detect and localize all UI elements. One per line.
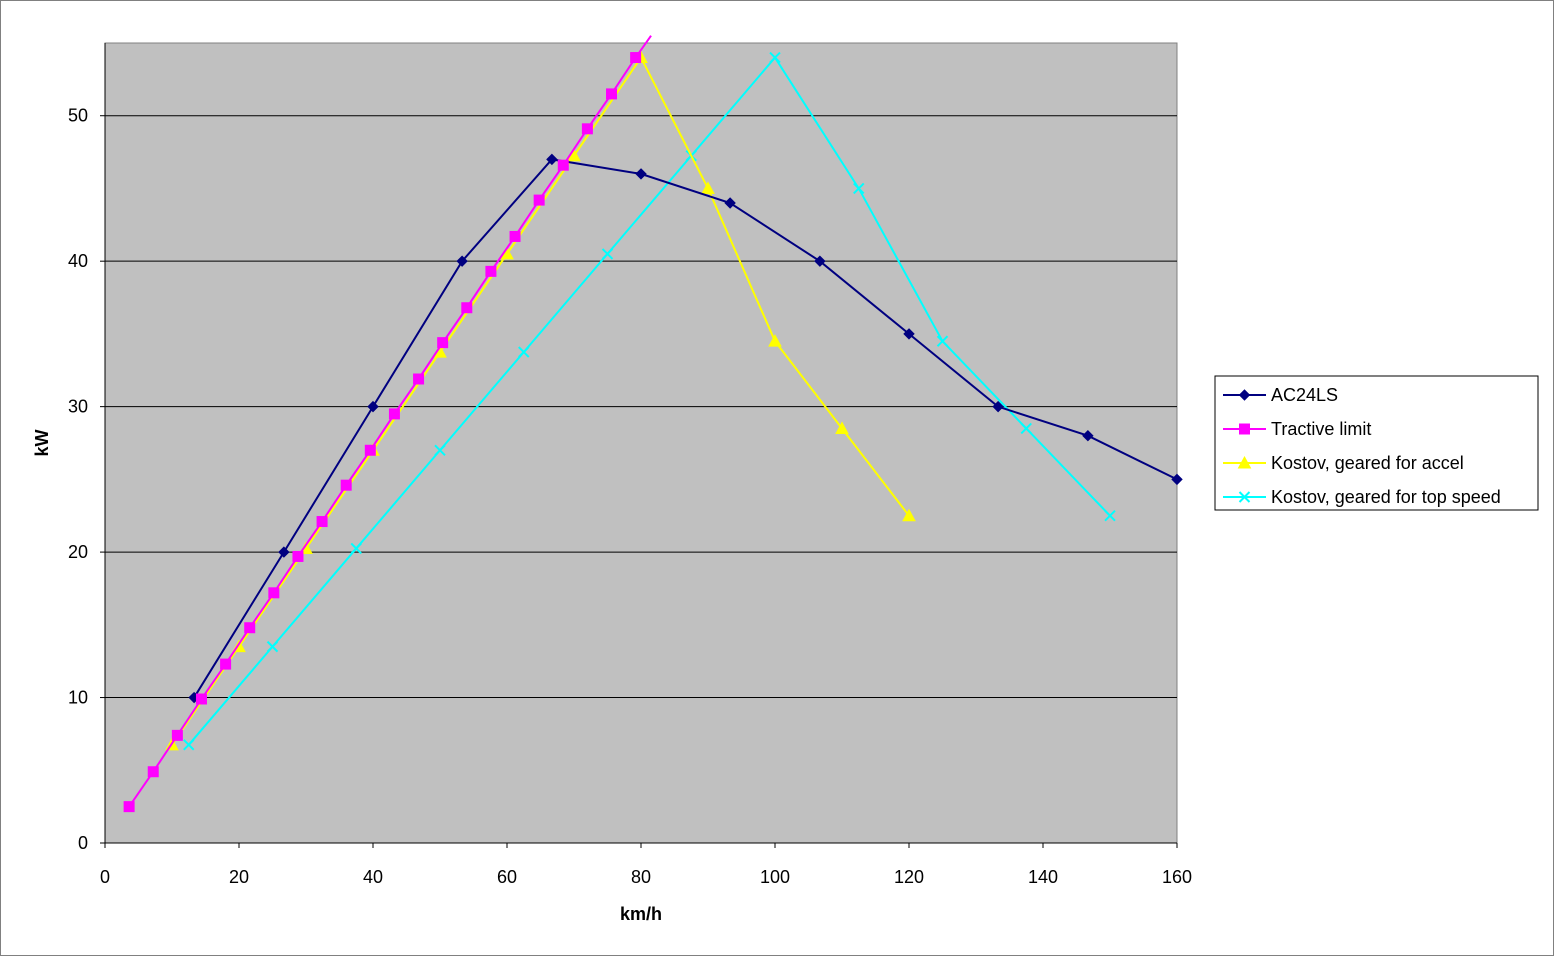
legend-entry-kostov-geared-for-top-speed: Kostov, geared for top speed (1223, 487, 1501, 507)
series-tractive-limit (123, 35, 652, 813)
y-tick-label: 10 (68, 688, 88, 708)
data-point (292, 550, 304, 562)
data-point (367, 400, 379, 413)
data-point (316, 516, 328, 528)
data-point (461, 302, 473, 314)
data-point (485, 265, 497, 277)
legend-swatch-marker (1238, 491, 1251, 503)
data-point (724, 197, 736, 209)
data-point (268, 587, 280, 599)
data-point (340, 479, 352, 491)
data-point (437, 337, 449, 349)
legend: AC24LS Tractive limit Kostov, geared for a… (1214, 375, 1539, 511)
data-point (903, 328, 915, 340)
y-axis-title: kW (32, 429, 52, 456)
data-point (266, 640, 279, 653)
data-point (992, 400, 1004, 413)
y-tick-label: 20 (68, 542, 88, 562)
data-point (1020, 422, 1032, 435)
data-point (518, 346, 530, 358)
x-tick-label: 60 (497, 867, 517, 887)
data-point (546, 153, 558, 166)
data-point (509, 230, 521, 242)
legend-box (1214, 375, 1539, 511)
y-tick-label: 40 (68, 251, 88, 271)
data-point (1082, 430, 1094, 442)
legend-label: AC24LS (1271, 385, 1338, 405)
data-point (606, 88, 618, 100)
x-tick-label: 160 (1162, 867, 1192, 887)
data-point (195, 693, 207, 705)
x-tick-label: 100 (760, 867, 790, 887)
data-point (350, 542, 362, 555)
data-point (769, 51, 781, 64)
data-point (220, 658, 232, 670)
data-point (853, 182, 865, 195)
y-tick-label: 0 (78, 833, 88, 853)
axes (100, 43, 1178, 848)
data-point (364, 444, 376, 456)
series-kostov-geared-for-top-speed (183, 51, 1116, 751)
data-point (1171, 473, 1183, 486)
legend-entry-tractive-limit: Tractive limit (1223, 419, 1371, 439)
x-tick-label: 120 (894, 867, 924, 887)
x-axis-title: km/h (620, 904, 662, 924)
x-tick-label: 140 (1028, 867, 1058, 887)
x-tick-label: 80 (631, 867, 651, 887)
legend-swatch-marker (1239, 423, 1250, 435)
data-point (814, 255, 826, 267)
data-point (1104, 510, 1116, 522)
data-point (456, 255, 468, 267)
data-point (835, 421, 849, 434)
legend-entry-kostov-geared-for-accel: Kostov, geared for accel (1223, 453, 1464, 473)
data-point (123, 801, 135, 813)
data-point (434, 444, 446, 456)
legend-swatch-marker (1237, 455, 1252, 469)
data-point (936, 335, 949, 347)
legend-label: Tractive limit (1271, 419, 1371, 439)
data-point (601, 248, 614, 260)
data-point (244, 622, 256, 634)
y-tick-label: 50 (68, 106, 88, 126)
legend-swatch-marker (1238, 389, 1251, 401)
data-point (581, 123, 593, 135)
legend-label: Kostov, geared for accel (1271, 453, 1464, 473)
x-tick-label: 40 (363, 867, 383, 887)
data-point (902, 508, 916, 522)
y-tick-label: 30 (68, 397, 88, 417)
x-tick-label: 0 (100, 867, 110, 887)
data-point (388, 408, 400, 420)
plot-area (104, 42, 1178, 844)
data-point (768, 334, 782, 347)
tick-labels: 0 10 20 30 40 50 0 20 40 60 80 100 120 140 160 (68, 106, 1192, 887)
series-line-ac24ls (193, 158, 1178, 699)
legend-entry-ac24ls: AC24LS (1223, 385, 1338, 405)
data-point (701, 181, 715, 194)
legend-label: Kostov, geared for top speed (1271, 487, 1501, 507)
data-point (147, 766, 159, 778)
data-point (413, 373, 425, 385)
data-point (630, 52, 642, 64)
data-point (635, 168, 647, 180)
data-point (171, 729, 183, 741)
series-ac24ls (188, 153, 1183, 704)
series-line-kostov-geared-for-top-speed (187, 55, 1111, 746)
x-tick-label: 20 (229, 867, 249, 887)
data-point (183, 739, 195, 751)
series-layer (123, 35, 1183, 813)
data-point (278, 546, 290, 558)
data-point (557, 159, 569, 171)
data-point (533, 194, 545, 206)
